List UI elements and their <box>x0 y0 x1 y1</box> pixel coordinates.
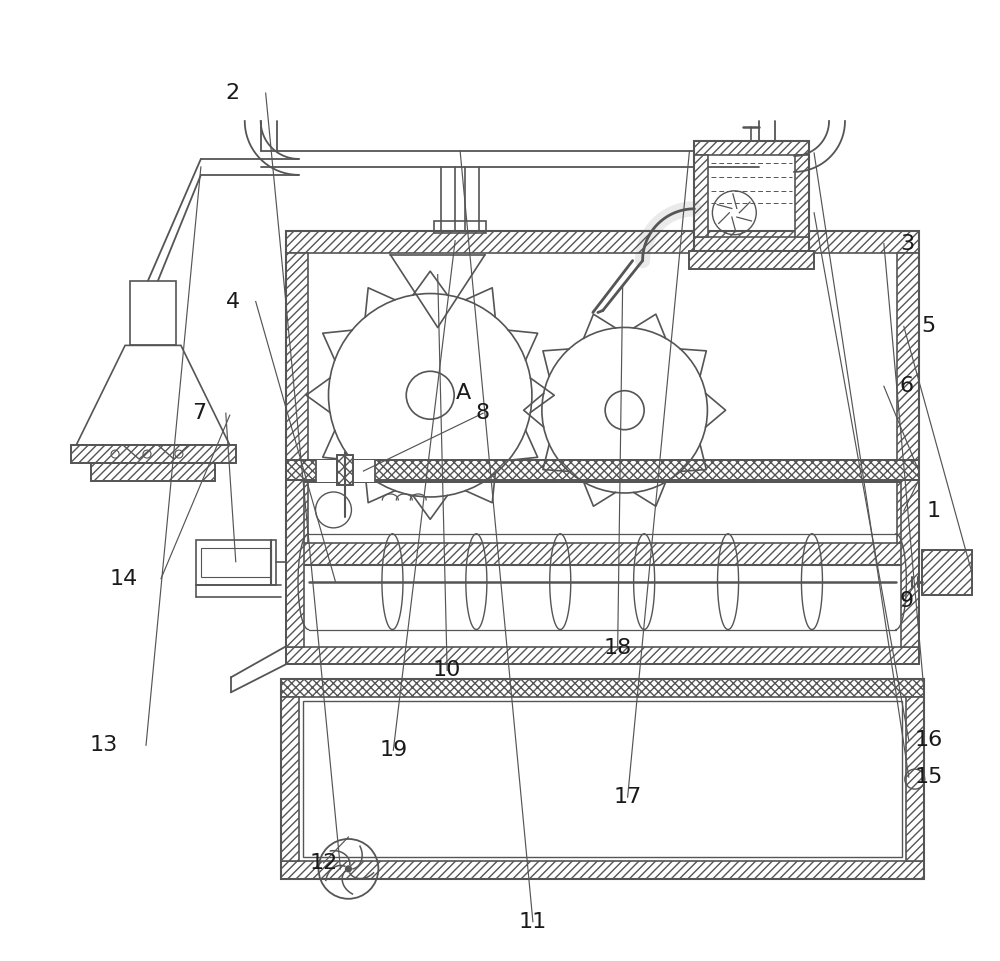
Text: 4: 4 <box>226 291 240 311</box>
Text: 12: 12 <box>309 853 338 873</box>
Bar <box>694 236 809 251</box>
Bar <box>286 480 919 664</box>
Bar <box>201 548 271 577</box>
Bar <box>286 231 919 565</box>
Bar <box>286 460 919 482</box>
Bar <box>906 698 924 861</box>
Bar <box>286 543 919 565</box>
Text: 14: 14 <box>110 569 138 589</box>
Bar <box>91 463 215 481</box>
Bar <box>694 155 708 236</box>
Text: A: A <box>455 383 471 404</box>
Bar <box>286 647 919 664</box>
Bar <box>795 155 809 236</box>
Circle shape <box>345 865 352 873</box>
Bar <box>434 221 486 233</box>
Text: 8: 8 <box>476 404 490 423</box>
Text: 13: 13 <box>90 735 118 755</box>
Bar <box>689 251 814 269</box>
Bar <box>71 445 236 463</box>
Bar <box>281 698 299 861</box>
Text: 1: 1 <box>927 501 941 521</box>
Bar <box>922 550 972 595</box>
Text: 18: 18 <box>604 637 632 657</box>
Text: 2: 2 <box>226 83 240 103</box>
Text: 3: 3 <box>900 234 914 254</box>
Text: 15: 15 <box>915 767 943 787</box>
Bar <box>281 861 924 879</box>
Bar <box>316 460 375 482</box>
Text: 6: 6 <box>900 377 914 396</box>
Bar <box>286 231 919 253</box>
Bar <box>91 463 215 481</box>
Bar <box>281 679 924 698</box>
Bar <box>689 251 814 269</box>
Bar <box>281 679 924 879</box>
Bar <box>337 456 353 485</box>
Bar <box>71 445 236 463</box>
Text: 11: 11 <box>519 912 547 932</box>
Text: 16: 16 <box>915 730 943 751</box>
Text: 19: 19 <box>379 740 407 760</box>
Bar <box>901 480 919 647</box>
Bar <box>130 281 176 345</box>
Bar <box>694 141 809 155</box>
Text: 7: 7 <box>192 404 206 423</box>
Bar <box>196 540 276 584</box>
Bar <box>303 702 902 857</box>
Bar <box>286 253 308 543</box>
Text: 10: 10 <box>433 660 461 680</box>
Text: 17: 17 <box>614 787 642 807</box>
Bar <box>337 456 353 485</box>
Text: 9: 9 <box>900 591 914 610</box>
Text: 5: 5 <box>922 316 936 336</box>
Bar <box>286 480 304 647</box>
Bar <box>694 141 809 251</box>
Bar <box>897 253 919 543</box>
Bar <box>922 550 972 595</box>
Bar <box>286 460 919 482</box>
